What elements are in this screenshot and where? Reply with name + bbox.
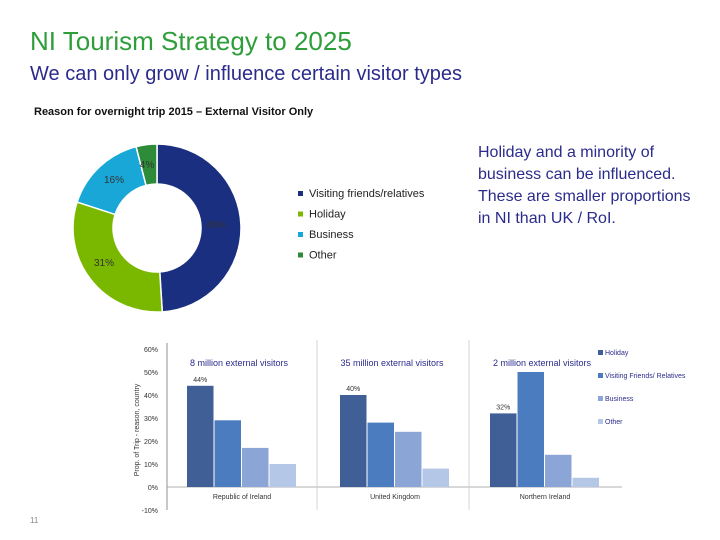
bar-business-republic-of-ireland: [242, 447, 269, 487]
bar-group-title: 8 million external visitors: [190, 358, 289, 368]
bar-other-republic-of-ireland: [269, 464, 296, 487]
page-number: 11: [30, 516, 39, 525]
bar-visiting-friends-relatives-republic-of-ireland: [214, 420, 241, 487]
bar-category-label-republic-of-ireland: Republic of Ireland: [213, 494, 271, 501]
bar-y-tick-label: 10%: [144, 462, 158, 469]
bar-legend-swatch-holiday: [598, 350, 603, 355]
donut-legend-label-visiting-friends-relatives: Visiting friends/relatives: [309, 188, 425, 200]
donut-slice-other: [135, 143, 158, 187]
donut-slice-holiday: [72, 201, 164, 313]
slide-subtitle: We can only grow / influence certain vis…: [30, 63, 463, 85]
donut-legend-swatch-visiting-friends-relatives: [298, 191, 303, 196]
bar-group-title: 35 million external visitors: [340, 358, 444, 368]
bar-y-tick-label: 40%: [144, 393, 158, 400]
bar-annotation: 40%: [346, 386, 360, 393]
bar-visiting-friends-relatives-united-kingdom: [367, 422, 394, 487]
bar-other-united-kingdom: [422, 468, 449, 487]
bar-group-title: 2 million external visitors: [493, 358, 592, 368]
bar-legend-swatch-other: [598, 419, 603, 424]
bar-holiday-northern-ireland: [490, 413, 517, 487]
donut-legend-label-holiday: Holiday: [309, 209, 346, 221]
bar-visiting-friends-relatives-northern-ireland: [517, 372, 544, 487]
bar-category-label-northern-ireland: Northern Ireland: [520, 494, 571, 501]
bar-legend-swatch-visiting-friends-relatives: [598, 373, 603, 378]
donut-label-business: 16%: [104, 175, 124, 186]
bar-y-tick-label: 50%: [144, 370, 158, 377]
side-note: Holiday and a minority of business can b…: [478, 144, 691, 227]
bar-other-northern-ireland: [572, 477, 599, 487]
donut-slice-visiting-friends-relatives: [156, 143, 242, 313]
bar-legend-label-holiday: Holiday: [605, 350, 629, 357]
donut-label-visiting-friends-relatives: 49%: [206, 220, 226, 231]
bar-business-united-kingdom: [395, 431, 422, 487]
donut-chart-title: Reason for overnight trip 2015 – Externa…: [34, 106, 314, 118]
bar-y-tick-label: 0%: [148, 485, 158, 492]
bar-y-axis-label: Prop. of Trip - reason, country: [134, 383, 141, 476]
bar-business-northern-ireland: [545, 454, 572, 487]
bar-y-tick-label: 30%: [144, 416, 158, 423]
donut-label-holiday: 31%: [94, 258, 114, 269]
donut-legend-swatch-other: [298, 252, 303, 258]
bar-legend-swatch-business: [598, 396, 603, 401]
donut-legend-label-other: Other: [309, 250, 337, 262]
slide-title: NI Tourism Strategy to 2025: [30, 26, 352, 56]
bar-holiday-united-kingdom: [340, 395, 367, 487]
bar-holiday-republic-of-ireland: [187, 385, 214, 487]
bar-annotation: 44%: [193, 377, 207, 384]
donut-legend-swatch-business: [298, 232, 303, 237]
donut-legend-swatch-holiday: [298, 211, 303, 217]
bar-y-tick-label: 60%: [144, 347, 158, 354]
donut-label-other: 4%: [140, 160, 155, 171]
donut-legend-label-business: Business: [309, 229, 354, 241]
bar-legend-label-visiting-friends-relatives: Visiting Friends/ Relatives: [605, 373, 686, 380]
bar-legend-label-other: Other: [605, 419, 623, 426]
bar-y-tick-label: 20%: [144, 439, 158, 446]
bar-y-tick-label: -10%: [142, 508, 158, 515]
bar-category-label-united-kingdom: United Kingdom: [370, 494, 420, 501]
bar-legend-label-business: Business: [605, 396, 634, 403]
bar-annotation: 32%: [496, 404, 510, 411]
